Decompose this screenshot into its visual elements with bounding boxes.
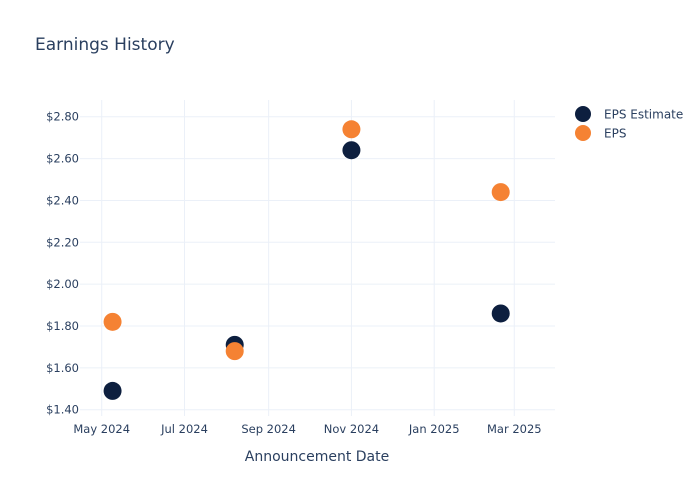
eps-point-0[interactable] — [103, 312, 122, 331]
y-tick-label-1-60: $1.60 — [46, 361, 79, 375]
x-tick-label-jul-2024: Jul 2024 — [160, 422, 208, 436]
chart-title: Earnings History — [35, 35, 175, 55]
eps-point-1[interactable] — [225, 342, 244, 361]
eps-point-3[interactable] — [491, 183, 510, 202]
eps-estimate-point-3[interactable] — [491, 304, 510, 323]
legend-item-eps-estimate[interactable]: EPS Estimate — [575, 106, 683, 122]
grid-layer — [80, 100, 555, 416]
legend-item-eps[interactable]: EPS — [575, 125, 626, 141]
points-layer — [103, 120, 510, 400]
y-tick-label-2-60: $2.60 — [46, 152, 79, 166]
eps-estimate-point-2[interactable] — [342, 141, 361, 160]
y-tick-label-2-80: $2.80 — [46, 110, 79, 124]
legend-label-eps-estimate: EPS Estimate — [604, 108, 683, 122]
x-tick-label-jan-2025: Jan 2025 — [408, 422, 460, 436]
eps-point-2[interactable] — [342, 120, 361, 139]
y-tick-label-2-00: $2.00 — [46, 277, 79, 291]
legend[interactable]: EPS Estimate EPS — [575, 106, 683, 141]
legend-marker-eps — [575, 125, 591, 141]
x-tick-label-sep-2024: Sep 2024 — [241, 422, 296, 436]
y-tick-label-2-40: $2.40 — [46, 193, 79, 207]
y-tick-label-2-20: $2.20 — [46, 235, 79, 249]
legend-label-eps: EPS — [604, 127, 626, 141]
x-axis-title: Announcement Date — [245, 449, 389, 465]
y-tick-label-1-40: $1.40 — [46, 403, 79, 417]
tick-layer: May 2024 Jul 2024 Sep 2024 Nov 2024 Jan 2025… — [46, 110, 542, 436]
x-tick-label-may-2024: May 2024 — [73, 422, 130, 436]
x-tick-label-nov-2024: Nov 2024 — [324, 422, 379, 436]
legend-marker-eps-estimate — [575, 106, 591, 122]
y-tick-label-1-80: $1.80 — [46, 319, 79, 333]
x-tick-label-mar-2025: Mar 2025 — [487, 422, 542, 436]
eps-estimate-point-0[interactable] — [103, 381, 122, 400]
